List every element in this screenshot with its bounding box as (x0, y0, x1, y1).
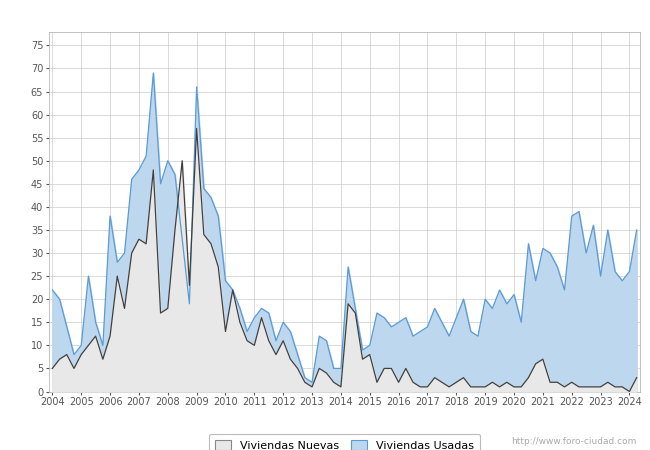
Legend: Viviendas Nuevas, Viviendas Usadas: Viviendas Nuevas, Viviendas Usadas (209, 434, 480, 450)
Text: http://www.foro-ciudad.com: http://www.foro-ciudad.com (512, 436, 637, 446)
Text: Sotillo de la Adrada - Evolucion del Nº de Transacciones Inmobiliarias: Sotillo de la Adrada - Evolucion del Nº … (108, 10, 542, 22)
